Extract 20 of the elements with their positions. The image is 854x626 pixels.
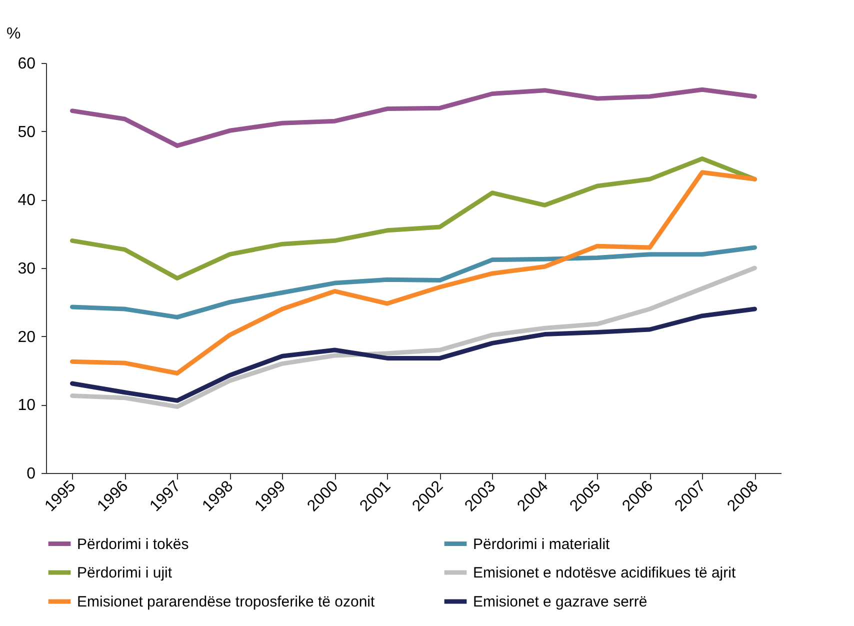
legend-label: Emisionet e ndotësve acidifikues të ajrit: [473, 564, 736, 582]
y-tick-label: 60: [18, 56, 36, 72]
legend-label: Përdorimi i tokës: [77, 536, 189, 553]
line-series: [70, 87, 757, 148]
y-tick-label: 20: [18, 328, 36, 346]
y-tick-label: 10: [18, 397, 36, 414]
y-axis-title: %: [6, 26, 21, 42]
line-series: [70, 170, 757, 376]
legend-label: Emisionet pararendëse troposferike të ozonit: [77, 594, 376, 610]
legend-label: Emisionet e gazrave serrë: [473, 594, 648, 610]
legend-label: Përdorimi i ujit: [77, 564, 173, 582]
y-tick-label: 50: [18, 124, 36, 141]
y-tick-label: 0: [26, 466, 36, 482]
line-series: [70, 156, 757, 280]
y-tick-label: 40: [18, 192, 36, 210]
line-series: [70, 245, 757, 320]
line-series: [70, 306, 757, 403]
legend-label: Përdorimi i materialit: [473, 536, 611, 553]
y-tick-label: 30: [18, 260, 36, 278]
line-series: [70, 266, 757, 409]
